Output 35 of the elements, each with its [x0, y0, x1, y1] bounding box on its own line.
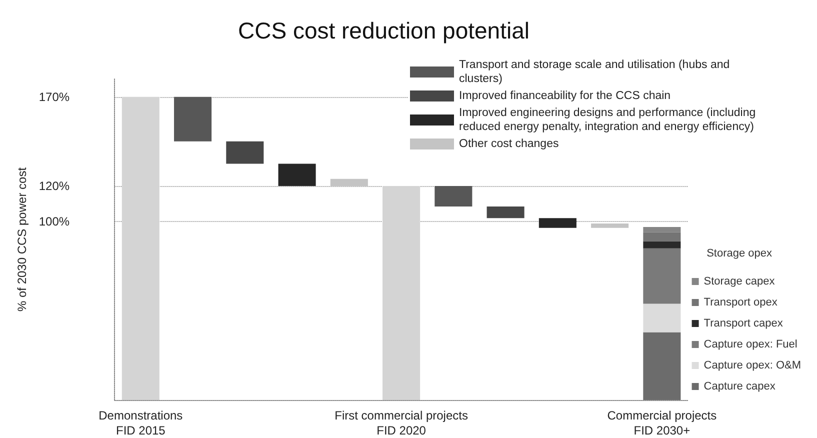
bar — [434, 186, 472, 207]
bar — [643, 248, 681, 304]
bar — [643, 304, 681, 332]
bar — [486, 206, 524, 218]
legend-label: Other cost changes — [459, 138, 559, 150]
legend-title: Storage opex — [706, 248, 772, 260]
legend-label: Capture capex — [704, 380, 776, 392]
legend-label: Transport opex — [704, 296, 778, 308]
bar — [591, 223, 629, 228]
bar — [122, 96, 160, 400]
legend-label: Capture opex: O&M — [704, 360, 802, 372]
legend-label: Transport capex — [704, 318, 784, 330]
bar — [174, 96, 212, 142]
y-tick-label: 120% — [38, 179, 70, 193]
legend-label: Improved engineering designs and performance (including reduced energy penalty, integration and energy efficiency) — [459, 107, 756, 133]
legend-label: Storage capex — [704, 276, 776, 288]
bar — [330, 178, 368, 186]
x-tick-label: Commercial projects FID 2030+ — [607, 408, 717, 438]
chart-title: CCS cost reduction potential — [238, 18, 530, 44]
y-tick-label: 170% — [38, 90, 70, 104]
y-axis-title: % of 2030 CCS power cost — [15, 166, 29, 312]
bar — [226, 141, 264, 164]
bar — [538, 218, 576, 228]
bar — [278, 164, 316, 186]
legend-label: Improved financeability for the CCS chain — [459, 90, 671, 102]
bar — [643, 227, 681, 232]
legend-label: Transport and storage scale and utilisation (hubs and clusters) — [459, 59, 730, 85]
x-tick-label: First commercial projects FID 2020 — [334, 408, 468, 438]
bar — [643, 232, 681, 242]
bar — [643, 332, 681, 400]
bar — [382, 186, 420, 400]
x-tick-label: Demonstrations FID 2015 — [98, 408, 183, 438]
bar — [643, 241, 681, 248]
legend-label: Capture opex: Fuel — [704, 338, 798, 350]
y-tick-label: 100% — [38, 214, 70, 229]
